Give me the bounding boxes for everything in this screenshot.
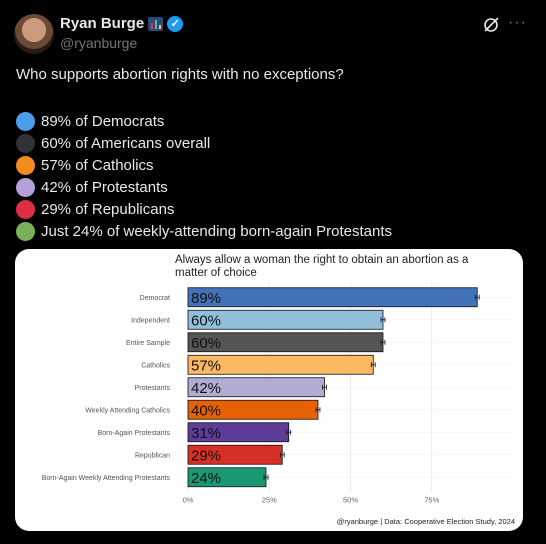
verified-badge-icon: ✓ [167,15,184,32]
handle[interactable]: @ryanburge [60,35,138,51]
bar-chart: 0% 25% 50% 75% Democrat 89% Independent 60% Enti… [42,282,513,505]
circle-icon [16,155,35,175]
x-tick-label: 75% [424,496,439,505]
stat-item: 29% of Republicans [16,198,392,220]
avatar[interactable] [14,14,54,54]
circle-icon [16,177,35,197]
stat-text: 29% of Republicans [41,200,175,218]
post-question: Who supports abortion rights with no exc… [16,66,344,83]
stat-text: 42% of Protestants [41,178,168,196]
chart-caption: @ryanburge | Data: Cooperative Election … [336,517,515,526]
stat-text: Just 24% of weekly-attending born-again … [41,222,393,240]
x-tick-label: 0% [183,496,194,505]
circle-icon [16,111,35,131]
x-tick-label: 50% [343,496,358,505]
chart-image[interactable]: Always allow a woman the right to obtain… [15,249,523,531]
value-label: 24% [191,470,221,487]
category-label: Catholics [141,362,170,369]
value-label: 31% [191,425,221,442]
stat-text: 60% of Americans overall [41,134,211,152]
category-label: Born-Again Protestants [98,430,171,437]
chart-title: Always allow a woman the right to obtain… [175,254,469,279]
bar-chart-emoji [148,16,164,31]
category-label: Independent [131,317,170,324]
category-label: Republican [135,452,170,459]
value-label: 89% [191,290,221,307]
stat-item: Just 24% of weekly-attending born-again … [16,220,392,242]
value-label: 60% [191,335,221,352]
circle-icon [16,199,35,219]
grok-icon[interactable] [482,16,500,34]
category-label: Weekly Attending Catholics [85,407,170,414]
category-label: Entire Sample [126,340,170,347]
category-label: Democrat [140,295,170,302]
value-label: 29% [191,447,221,464]
value-label: 57% [191,357,221,374]
stat-list: 89% of Democrats 60% of Americans overal… [16,110,392,242]
value-label: 42% [191,380,221,397]
stat-item: 42% of Protestants [16,176,392,198]
bar [187,287,478,308]
category-label: Born-Again Weekly Attending Protestants [42,475,171,482]
stat-item: 57% of Catholics [16,154,392,176]
stat-item: 60% of Americans overall [16,132,392,154]
stat-text: 89% of Democrats [41,112,165,130]
value-label: 40% [191,402,221,419]
author-name-row: Ryan Burge ✓ [60,15,184,32]
display-name[interactable]: Ryan Burge [60,15,145,32]
stat-text: 57% of Catholics [41,156,154,174]
circle-icon [16,221,35,241]
x-tick-label: 25% [262,496,277,505]
value-label: 60% [191,312,221,329]
stat-item: 89% of Democrats [16,110,392,132]
category-label: Protestants [135,385,171,392]
circle-icon [16,133,35,153]
more-icon[interactable]: ··· [508,14,527,31]
